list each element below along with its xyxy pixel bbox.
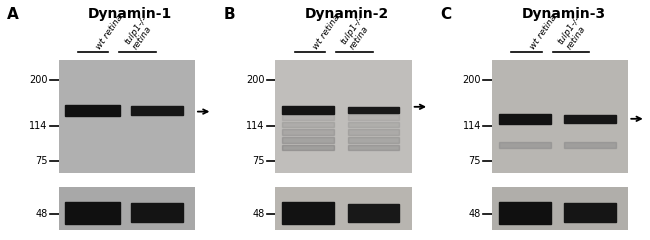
Bar — [564, 142, 616, 148]
Text: 114: 114 — [29, 121, 47, 132]
Text: 114: 114 — [246, 121, 265, 132]
Bar — [282, 129, 334, 135]
Bar — [348, 107, 399, 113]
Text: 48: 48 — [35, 209, 47, 219]
Bar — [131, 106, 183, 115]
Text: 48: 48 — [252, 209, 265, 219]
Text: Dynamin-2: Dynamin-2 — [305, 7, 389, 21]
Bar — [499, 142, 551, 148]
Bar — [282, 137, 334, 143]
Text: tulp1-/-
retina: tulp1-/- retina — [123, 14, 157, 52]
Bar — [282, 122, 334, 127]
Text: wt retina: wt retina — [311, 13, 342, 52]
Text: wt retina: wt retina — [528, 13, 558, 52]
Text: 75: 75 — [252, 156, 265, 166]
Bar — [499, 114, 551, 124]
Bar — [348, 144, 399, 150]
Bar — [131, 204, 183, 222]
Bar — [65, 105, 120, 116]
Text: A: A — [6, 7, 18, 22]
Bar — [65, 202, 120, 224]
Bar — [348, 129, 399, 135]
Bar — [348, 122, 399, 127]
Text: 200: 200 — [29, 75, 47, 85]
Bar — [282, 106, 334, 114]
Bar — [348, 114, 399, 120]
Text: 114: 114 — [463, 121, 481, 132]
Text: 75: 75 — [35, 156, 47, 166]
Text: tulp1-/-
retina: tulp1-/- retina — [556, 14, 591, 52]
Text: 48: 48 — [469, 209, 481, 219]
Bar — [499, 202, 551, 224]
Bar — [348, 137, 399, 143]
Bar — [348, 204, 399, 222]
Text: Dynamin-1: Dynamin-1 — [88, 7, 172, 21]
Bar — [282, 114, 334, 120]
Bar — [564, 114, 616, 123]
Text: wt retina: wt retina — [94, 13, 125, 52]
Text: 200: 200 — [463, 75, 481, 85]
Text: Dynamin-3: Dynamin-3 — [521, 7, 605, 21]
Text: 200: 200 — [246, 75, 265, 85]
Text: 75: 75 — [469, 156, 481, 166]
Text: C: C — [440, 7, 451, 22]
Text: B: B — [223, 7, 235, 22]
Bar — [282, 202, 334, 224]
Bar — [282, 144, 334, 150]
Bar — [564, 204, 616, 222]
Text: tulp1-/-
retina: tulp1-/- retina — [339, 14, 374, 52]
